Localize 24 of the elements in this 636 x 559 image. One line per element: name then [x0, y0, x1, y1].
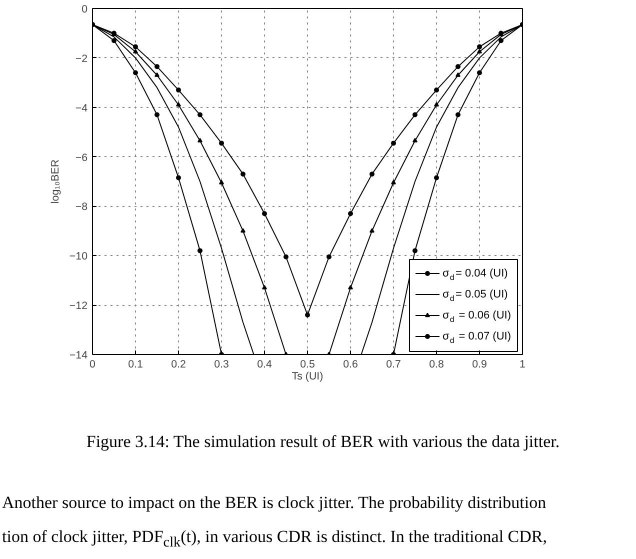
y-tick-label: −4: [75, 102, 88, 114]
y-axis-title: log₁₀BER: [49, 159, 62, 204]
x-tick-label: 0.1: [128, 358, 143, 370]
y-tick-label: −10: [69, 250, 88, 263]
x-tick-label: 0.7: [386, 358, 401, 370]
x-tick-label: 0.3: [214, 358, 229, 370]
x-tick-label: 0.8: [429, 358, 444, 370]
text: tion of clock jitter, PDF$_{clk}$(t), in various CDR is distinct. In the traditional CDR,: [2, 526, 547, 552]
text: Another source to impact on the BER is clock jitter. The probability distribution: [2, 492, 546, 514]
y-tick-label: −2: [75, 52, 88, 65]
x-axis-title: Ts (UI): [292, 370, 324, 382]
x-tick-label: 0.4: [257, 358, 272, 370]
x-tick-label: 0: [90, 358, 96, 370]
y-tick-label: −8: [75, 201, 88, 214]
x-tick-label: 0.2: [171, 358, 186, 370]
caption: Figure 3.14: The simulation result of BER with various the data jitter.: [86, 431, 560, 453]
y-tick-label: −12: [69, 300, 88, 312]
y-tick-label: 0: [82, 4, 88, 16]
y-tick-label: −14: [69, 350, 88, 362]
x-tick-label: 0.5: [300, 358, 315, 370]
x-tick-label: 0.9: [472, 358, 487, 370]
y-tick-label: −6: [75, 152, 88, 164]
x-tick-label: 0.6: [343, 358, 358, 370]
x-tick-label: 1: [520, 358, 526, 370]
